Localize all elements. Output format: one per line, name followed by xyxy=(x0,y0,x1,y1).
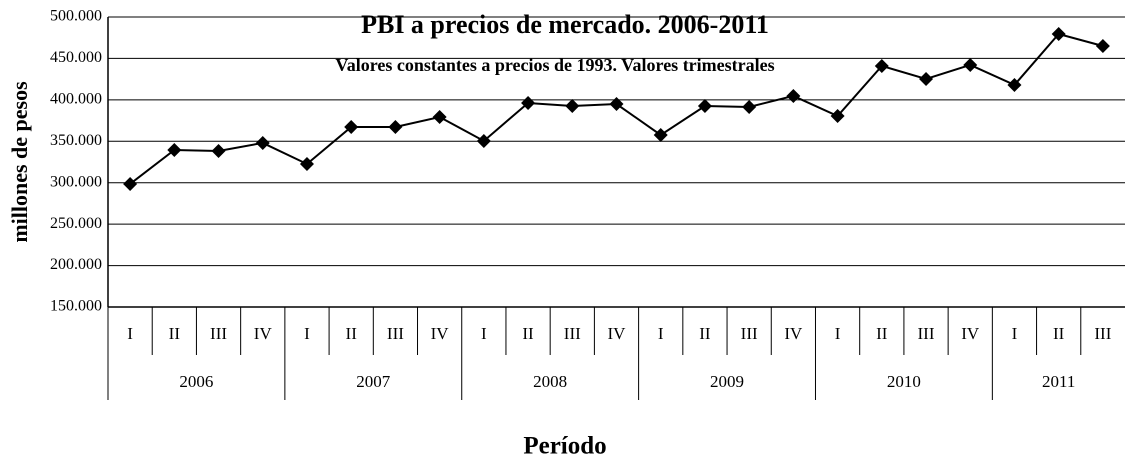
group-label: 2008 xyxy=(533,372,567,391)
y-tick-label: 450.000 xyxy=(50,49,102,66)
marker xyxy=(565,98,580,113)
x-tick-label: IV xyxy=(254,324,273,343)
marker xyxy=(476,133,491,148)
chart-subtitle: Valores constantes a precios de 1993. Va… xyxy=(335,55,774,75)
marker xyxy=(299,156,314,171)
marker xyxy=(742,99,757,114)
marker xyxy=(255,135,270,150)
x-tick-label: III xyxy=(1094,324,1111,343)
x-tick-label: IV xyxy=(431,324,450,343)
marker xyxy=(697,98,712,113)
x-tick-label: II xyxy=(522,324,534,343)
marker xyxy=(344,119,359,134)
x-tick-label: I xyxy=(1012,324,1018,343)
marker xyxy=(609,97,624,111)
group-label: 2007 xyxy=(356,372,391,391)
y-tick-label: 400.000 xyxy=(50,91,102,108)
x-axis-title: Período xyxy=(523,433,606,460)
y-axis-title: millones de pesos xyxy=(7,81,32,243)
x-tick-label: II xyxy=(699,324,711,343)
y-tick-label: 200.000 xyxy=(50,256,102,273)
x-tick-label: II xyxy=(169,324,181,343)
y-tick-label: 150.000 xyxy=(50,298,102,315)
marker xyxy=(388,119,403,134)
x-tick-label: IV xyxy=(608,324,627,343)
group-label: 2009 xyxy=(710,372,744,391)
marker xyxy=(123,176,138,191)
marker xyxy=(786,88,801,103)
x-tick-label: III xyxy=(741,324,758,343)
x-tick-label: I xyxy=(304,324,310,343)
x-tick-label: I xyxy=(658,324,664,343)
x-tick-label: III xyxy=(918,324,935,343)
marker xyxy=(653,127,668,142)
y-tick-label: 500.000 xyxy=(50,8,102,25)
x-tick-label: III xyxy=(387,324,404,343)
x-tick-label: I xyxy=(835,324,841,343)
group-label: 2010 xyxy=(887,372,921,391)
x-tick-label: III xyxy=(564,324,581,343)
marker xyxy=(830,109,845,124)
y-tick-label: 300.000 xyxy=(50,173,102,190)
x-tick-label: III xyxy=(210,324,227,343)
marker xyxy=(1095,39,1110,53)
chart-title: PBI a precios de mercado. 2006-2011 xyxy=(361,10,769,39)
marker xyxy=(874,58,889,73)
marker xyxy=(1051,26,1066,41)
y-tick-label: 350.000 xyxy=(50,132,102,149)
marker xyxy=(919,71,934,86)
x-tick-label: II xyxy=(346,324,358,343)
marker xyxy=(963,57,978,72)
group-label: 2011 xyxy=(1042,372,1075,391)
marker xyxy=(211,143,226,158)
marker xyxy=(521,96,536,111)
marker xyxy=(1007,77,1022,92)
x-tick-label: I xyxy=(481,324,487,343)
y-tick-label: 250.000 xyxy=(50,215,102,232)
x-tick-label: I xyxy=(127,324,133,343)
group-label: 2006 xyxy=(179,372,213,391)
x-tick-label: II xyxy=(876,324,888,343)
x-tick-label: IV xyxy=(961,324,980,343)
x-tick-label: IV xyxy=(784,324,803,343)
marker xyxy=(167,142,182,157)
x-tick-label: II xyxy=(1053,324,1065,343)
marker xyxy=(432,110,447,125)
